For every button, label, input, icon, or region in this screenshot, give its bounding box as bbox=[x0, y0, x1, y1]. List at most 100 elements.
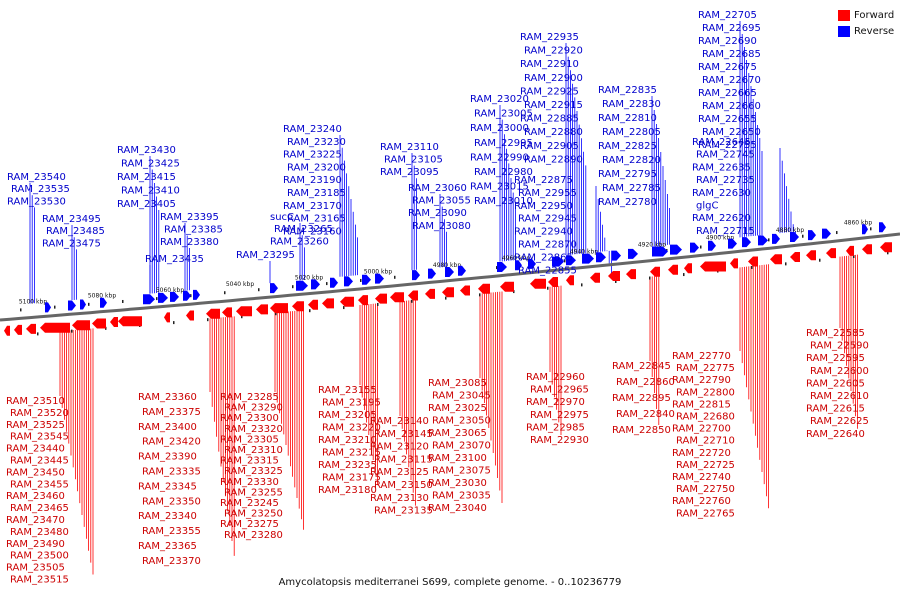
forward-gene-arrow bbox=[40, 322, 70, 333]
forward-gene-label: RAM_23215 bbox=[322, 448, 381, 459]
reverse-gene-label: RAM_23225 bbox=[283, 150, 342, 161]
reverse-gene-arrow bbox=[158, 292, 168, 303]
forward-gene-arrow bbox=[72, 320, 90, 331]
reverse-gene-label: RAM_23425 bbox=[121, 159, 180, 170]
scale-tick bbox=[241, 315, 243, 319]
forward-gene-arrow bbox=[730, 258, 738, 269]
forward-gene-label: RAM_22625 bbox=[810, 416, 869, 427]
forward-gene-label: RAM_23100 bbox=[428, 453, 487, 464]
reverse-gene-label: RAM_22745 bbox=[696, 150, 755, 161]
forward-gene-label: RAM_23440 bbox=[6, 444, 65, 455]
reverse-gene-label: RAM_23110 bbox=[380, 142, 439, 153]
reverse-gene-label: RAM_23060 bbox=[408, 183, 467, 194]
forward-gene-label: RAM_23390 bbox=[138, 452, 197, 463]
forward-gene-label: RAM_22965 bbox=[530, 385, 589, 396]
reverse-gene-label: RAM_22675 bbox=[698, 62, 757, 73]
forward-gene-arrow bbox=[590, 272, 600, 283]
gene-labels: RAM_23540RAM_23535RAM_23530RAM_23495RAM_… bbox=[6, 10, 869, 586]
reverse-gene-label: RAM_22870 bbox=[518, 240, 577, 251]
reverse-gene-label: RAM_23535 bbox=[11, 184, 70, 195]
scale-label: 5000 kbp bbox=[364, 268, 392, 275]
forward-gene-arrow bbox=[478, 283, 490, 294]
reverse-gene-label: RAM_22875 bbox=[514, 175, 573, 186]
reverse-gene-label: RAM_22945 bbox=[518, 214, 577, 225]
forward-gene-label: RAM_23175 bbox=[322, 473, 381, 484]
scale-tick bbox=[581, 283, 583, 287]
reverse-gene-label: RAM_22660 bbox=[702, 101, 761, 112]
label-link-lines bbox=[29, 21, 858, 575]
forward-gene-label: RAM_23245 bbox=[220, 498, 279, 509]
reverse-gene-label: RAM_23485 bbox=[46, 226, 105, 237]
forward-gene-arrow bbox=[256, 304, 268, 315]
forward-gene-label: RAM_22585 bbox=[806, 328, 865, 339]
forward-gene-label: RAM_23065 bbox=[428, 428, 487, 439]
genome-backbone bbox=[0, 232, 900, 322]
reverse-gene-label: RAM_23410 bbox=[121, 186, 180, 197]
forward-gene-label: RAM_22815 bbox=[672, 399, 731, 410]
forward-gene-label: RAM_22605 bbox=[806, 378, 865, 389]
scale-tick bbox=[258, 288, 260, 292]
reverse-gene-label: RAM_23190 bbox=[283, 175, 342, 186]
reverse-gene-label: RAM_23165 bbox=[287, 214, 346, 225]
scale-label: 4880 kbp bbox=[776, 227, 804, 234]
forward-gene-label: RAM_23305 bbox=[220, 434, 279, 445]
forward-gene-arrow bbox=[566, 275, 574, 286]
scale-tick bbox=[122, 299, 124, 303]
forward-gene-arrow bbox=[26, 323, 36, 334]
scale-tick bbox=[870, 227, 872, 231]
forward-gene-label: RAM_22770 bbox=[672, 351, 731, 362]
scale-tick bbox=[343, 306, 345, 310]
reverse-gene-arrow bbox=[45, 302, 51, 313]
reverse-gene-arrow bbox=[758, 235, 768, 246]
forward-gene-label: RAM_22850 bbox=[612, 425, 671, 436]
reverse-gene-label: RAM_22690 bbox=[698, 36, 757, 47]
forward-gene-label: RAM_23445 bbox=[10, 456, 69, 467]
forward-gene-label: RAM_23135 bbox=[374, 506, 433, 517]
reverse-gene-label: RAM_22990 bbox=[470, 152, 529, 163]
scale-tick bbox=[394, 275, 396, 279]
reverse-gene-arrow bbox=[362, 274, 371, 285]
forward-gene-arrow bbox=[14, 324, 22, 335]
forward-gene-label: RAM_23330 bbox=[220, 477, 279, 488]
reverse-gene-arrow bbox=[879, 222, 886, 233]
forward-gene-label: RAM_22680 bbox=[676, 412, 735, 423]
reverse-gene-label: RAM_23260 bbox=[270, 236, 329, 247]
reverse-gene-label: RAM_23240 bbox=[283, 124, 342, 135]
forward-gene-label: RAM_22600 bbox=[810, 366, 869, 377]
forward-gene-label: RAM_23455 bbox=[10, 479, 69, 490]
reverse-gene-arrow bbox=[612, 250, 621, 261]
forward-gene-label: RAM_22640 bbox=[806, 429, 865, 440]
forward-gene-label: RAM_23345 bbox=[138, 481, 197, 492]
forward-gene-label: RAM_22720 bbox=[672, 448, 731, 459]
reverse-gene-label: RAM_22995 bbox=[474, 138, 533, 149]
forward-gene-label: RAM_23075 bbox=[432, 466, 491, 477]
scale-tick bbox=[547, 286, 549, 290]
forward-gene-arrow bbox=[806, 250, 816, 261]
reverse-gene-arrow bbox=[445, 267, 454, 277]
forward-gene-label: RAM_22615 bbox=[806, 404, 865, 415]
reverse-gene-arrow bbox=[344, 276, 353, 287]
reverse-gene-label: RAM_23080 bbox=[412, 221, 471, 232]
forward-gene-arrow bbox=[826, 248, 836, 259]
reverse-gene-label: RAM_23495 bbox=[42, 214, 101, 225]
forward-gene-arrow bbox=[425, 288, 435, 299]
forward-gene-label: RAM_23465 bbox=[10, 503, 69, 514]
reverse-gene-label: sucC bbox=[270, 212, 294, 223]
reverse-gene-label: RAM_23230 bbox=[287, 137, 346, 148]
forward-gene-label: RAM_23375 bbox=[142, 407, 201, 418]
scale-tick bbox=[785, 262, 787, 266]
forward-gene-label: RAM_22750 bbox=[676, 484, 735, 495]
reverse-gene-label: RAM_23090 bbox=[408, 208, 467, 219]
reverse-gene-label: RAM_23380 bbox=[160, 237, 219, 248]
reverse-gene-label: RAM_22880 bbox=[524, 127, 583, 138]
scale-label: 5080 kbp bbox=[88, 293, 116, 300]
forward-gene-label: RAM_23280 bbox=[224, 530, 283, 541]
forward-gene-label: RAM_23180 bbox=[318, 485, 377, 496]
scale-label: 4900 kbp bbox=[706, 234, 734, 241]
scale-ruler: 5100 kbp 5080 kbp 5060 kbp 5040 kbp 5020 kbp… bbox=[19, 220, 889, 336]
forward-gene-label: RAM_23045 bbox=[432, 391, 491, 402]
reverse-gene-arrow bbox=[862, 224, 868, 235]
reverse-gene-arrow bbox=[100, 297, 107, 308]
forward-gene-label: RAM_23470 bbox=[6, 515, 65, 526]
scale-tick bbox=[819, 258, 821, 262]
